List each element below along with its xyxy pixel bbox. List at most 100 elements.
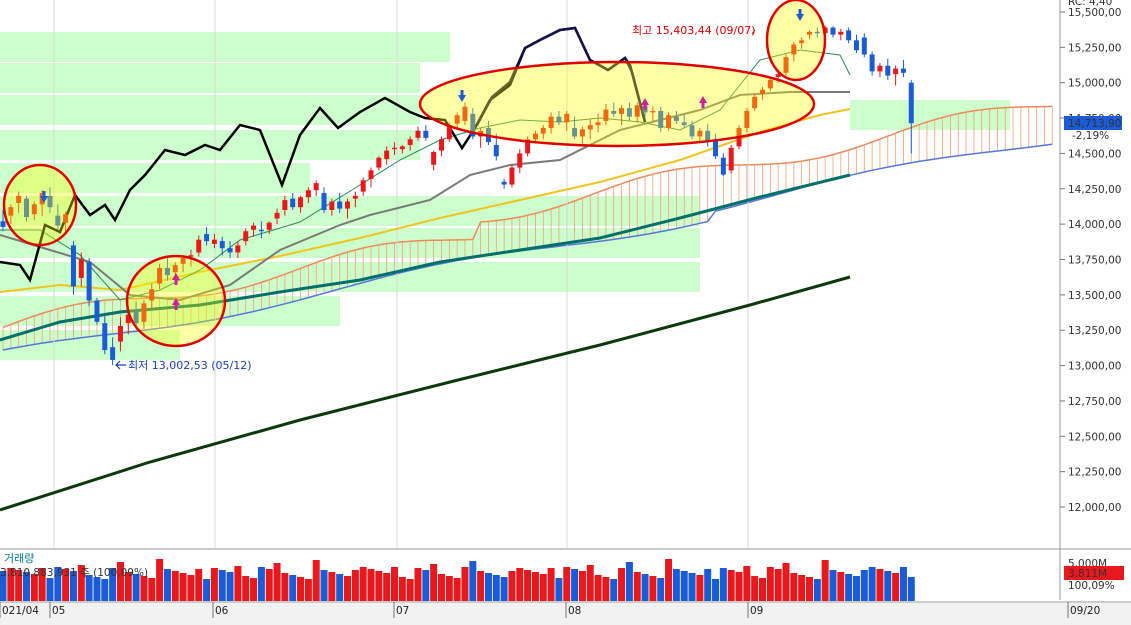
candle-body [462,106,468,121]
x-tick-label: 05 [52,605,65,617]
volume-bar [391,567,398,601]
candle-body [282,200,288,210]
candle-body [752,96,758,109]
candle-body [869,54,875,72]
volume-bar [892,573,900,601]
volume-bar [304,579,312,601]
candle-body [298,197,304,208]
y-tick-label: 13,250,00 [1068,325,1121,337]
green-volume-profile-layer [0,32,1010,360]
volume-bar [250,578,258,601]
candle-body [63,214,69,223]
candle-body [329,201,335,210]
volume-profile-bar [0,296,340,326]
volume-profile-bar [0,262,700,292]
signal-arrow [699,96,707,108]
signal-arrow [40,191,48,203]
x-tick-label: 09/20 [1070,605,1100,617]
volume-bar [790,573,798,601]
candle-body [117,325,123,342]
candle-body [830,27,836,35]
volume-bar [657,578,665,601]
candle-body [110,347,116,360]
candle-body [266,222,272,230]
candle-body [540,127,546,134]
candle-body [219,241,225,249]
candle-body [587,125,593,130]
volume-bar [688,573,696,601]
volume-bar [15,570,23,601]
candle-body [438,139,444,151]
volume-bar [845,574,853,601]
volume-bar [735,572,743,601]
highlight-ellipse [418,60,816,148]
candle-body [345,201,351,209]
volume-bar [148,578,156,601]
candle-body [509,167,515,185]
candle-body [783,57,789,73]
x-tick-label: 09 [750,605,763,617]
volume-profile-bar [0,130,420,160]
volume-bar [743,566,751,601]
volume-bar [297,577,305,601]
candle-body [908,82,914,124]
y-axis: 15,500,0015,250,0015,000,0014,750,0014,5… [1060,0,1122,514]
candle-body [392,147,397,150]
volume-bar [289,575,297,601]
candle-body [102,323,108,351]
volume-bar [453,578,461,601]
candle-body [235,245,241,253]
candle-body [681,122,687,126]
candle-body [885,65,891,76]
volume-bar [328,572,336,601]
candle-body [650,111,656,113]
volume-bar [727,570,735,601]
candle-body [16,195,22,203]
chikou-line-highlight [475,26,647,126]
candle-body [407,139,413,145]
volume-bar [594,575,602,601]
volume-bar [837,572,845,601]
volume-bar [422,570,430,601]
volume-bar [101,579,109,601]
volume-bar [484,573,492,601]
x-axis: 021/04 05 06 07 08 09 09/20 [0,601,1131,625]
signal-arrow [172,273,180,285]
candle-body [470,113,476,137]
volume-bar [437,574,445,601]
candle-body [368,170,374,179]
candle-body [251,225,257,230]
volume-bar [625,562,633,601]
candle-body [172,265,178,273]
volume-bar [500,577,508,601]
candle-body [877,65,883,72]
candle-body [760,89,766,95]
candle-body [564,113,570,123]
volume-bar [805,577,813,601]
volume-bar [132,574,140,601]
current-price-box [1064,116,1122,130]
volume-current-box [1064,566,1124,580]
signal-arrow [796,9,804,21]
volume-bar [30,574,38,601]
x-tick-label: 07 [396,605,409,617]
y-tick-label: 12,250,00 [1068,467,1121,479]
candle-body [211,239,217,244]
y-tick-label: 15,500,00 [1068,7,1121,19]
y-tick-label: 12,000,00 [1068,502,1121,514]
signal-arrow [458,90,466,102]
volume-bar [38,568,46,601]
candle-body [572,127,578,137]
volume-bar [759,578,767,601]
candle-body [846,30,852,41]
candle-body [274,212,280,219]
volume-bar [140,576,148,601]
candle-body [548,116,554,128]
y-tick-label: 12,750,00 [1068,396,1121,408]
volume-bar [516,568,524,601]
volume-bar [234,566,242,601]
candle-body [799,40,805,44]
candle-body [423,130,429,138]
volume-bar [445,576,453,601]
